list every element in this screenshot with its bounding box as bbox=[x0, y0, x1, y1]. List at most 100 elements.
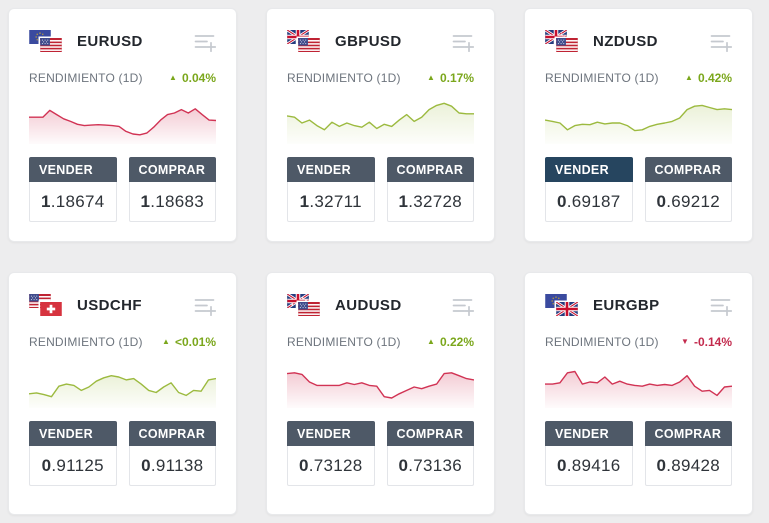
performance-row: RENDIMIENTO (1D) ▲ <0.01% bbox=[29, 335, 216, 349]
instrument-symbol: EURUSD bbox=[77, 32, 143, 50]
sell-price[interactable]: 1.18674 bbox=[29, 182, 117, 222]
trade-buttons: VENDER 0.89416 COMPRAR 0.89428 bbox=[545, 421, 732, 486]
add-to-watchlist-icon[interactable] bbox=[452, 295, 474, 316]
trade-buttons: VENDER 1.18674 COMPRAR 1.18683 bbox=[29, 157, 216, 222]
trade-buttons: VENDER 0.73128 COMPRAR 0.73136 bbox=[287, 421, 474, 486]
add-to-watchlist-icon[interactable] bbox=[194, 295, 216, 316]
instrument-card-eurusd[interactable]: EURUSD RENDIMIENTO (1D) ▲ 0.04% bbox=[8, 8, 237, 242]
performance-label: RENDIMIENTO (1D) bbox=[287, 335, 401, 349]
flag-us-icon bbox=[298, 301, 320, 316]
change-arrow-icon: ▲ bbox=[162, 336, 170, 346]
sparkline-chart bbox=[545, 92, 732, 144]
performance-label: RENDIMIENTO (1D) bbox=[545, 335, 659, 349]
sparkline-chart bbox=[29, 356, 216, 408]
instrument-card-gbpusd[interactable]: GBPUSD RENDIMIENTO (1D) ▲ 0.17% bbox=[266, 8, 495, 242]
daily-change: ▼ -0.14% bbox=[681, 335, 732, 349]
sell-button[interactable]: VENDER 0.89416 bbox=[545, 421, 633, 486]
buy-price[interactable]: 0.73136 bbox=[386, 446, 474, 486]
sell-button[interactable]: VENDER 0.73128 bbox=[287, 421, 375, 486]
change-value: <0.01% bbox=[174, 335, 216, 349]
performance-label: RENDIMIENTO (1D) bbox=[287, 71, 401, 85]
sell-button-label[interactable]: VENDER bbox=[287, 157, 375, 182]
instrument-card-nzdusd[interactable]: NZDUSD RENDIMIENTO (1D) ▲ 0.42% bbox=[524, 8, 753, 242]
sell-button-label[interactable]: VENDER bbox=[545, 157, 633, 182]
sell-price[interactable]: 0.91125 bbox=[29, 446, 117, 486]
change-value: 0.22% bbox=[439, 335, 474, 349]
buy-button[interactable]: COMPRAR 0.73136 bbox=[386, 421, 474, 486]
sell-price[interactable]: 0.73128 bbox=[287, 446, 375, 486]
buy-price[interactable]: 1.18683 bbox=[128, 182, 216, 222]
performance-label: RENDIMIENTO (1D) bbox=[29, 335, 143, 349]
buy-price[interactable]: 1.32728 bbox=[386, 182, 474, 222]
sell-button[interactable]: VENDER 1.18674 bbox=[29, 157, 117, 222]
flag-pair bbox=[545, 29, 579, 53]
buy-price[interactable]: 0.69212 bbox=[644, 182, 732, 222]
flag-pair bbox=[545, 293, 579, 317]
card-header: GBPUSD bbox=[287, 28, 474, 54]
instrument-card-usdchf[interactable]: USDCHF RENDIMIENTO (1D) ▲ <0.01% bbox=[8, 272, 237, 515]
performance-row: RENDIMIENTO (1D) ▲ 0.42% bbox=[545, 71, 732, 85]
buy-button-label[interactable]: COMPRAR bbox=[386, 157, 474, 182]
flag-us-icon bbox=[298, 37, 320, 52]
sell-button-label[interactable]: VENDER bbox=[29, 421, 117, 446]
instrument-card-eurgbp[interactable]: EURGBP RENDIMIENTO (1D) ▼ -0.14% bbox=[524, 272, 753, 515]
performance-row: RENDIMIENTO (1D) ▲ 0.04% bbox=[29, 71, 216, 85]
performance-label: RENDIMIENTO (1D) bbox=[545, 71, 659, 85]
buy-button[interactable]: COMPRAR 0.89428 bbox=[644, 421, 732, 486]
sparkline-chart bbox=[545, 356, 732, 408]
add-to-watchlist-icon[interactable] bbox=[710, 31, 732, 52]
card-header: EURGBP bbox=[545, 292, 732, 318]
add-to-watchlist-icon[interactable] bbox=[194, 31, 216, 52]
flag-gb-icon bbox=[556, 301, 578, 316]
change-arrow-icon: ▲ bbox=[427, 72, 435, 82]
sell-price[interactable]: 1.32711 bbox=[287, 182, 375, 222]
card-header: NZDUSD bbox=[545, 28, 732, 54]
performance-row: RENDIMIENTO (1D) ▲ 0.17% bbox=[287, 71, 474, 85]
buy-button[interactable]: COMPRAR 0.69212 bbox=[644, 157, 732, 222]
buy-button-label[interactable]: COMPRAR bbox=[128, 421, 216, 446]
flag-pair bbox=[29, 29, 63, 53]
card-header: EURUSD bbox=[29, 28, 216, 54]
buy-price[interactable]: 0.89428 bbox=[644, 446, 732, 486]
daily-change: ▲ 0.17% bbox=[427, 71, 474, 85]
sell-price[interactable]: 0.69187 bbox=[545, 182, 633, 222]
add-to-watchlist-icon[interactable] bbox=[452, 31, 474, 52]
buy-button[interactable]: COMPRAR 0.91138 bbox=[128, 421, 216, 486]
instrument-card-audusd[interactable]: AUDUSD RENDIMIENTO (1D) ▲ 0.22% bbox=[266, 272, 495, 515]
sell-button-label[interactable]: VENDER bbox=[545, 421, 633, 446]
change-value: 0.04% bbox=[181, 71, 216, 85]
sell-price[interactable]: 0.89416 bbox=[545, 446, 633, 486]
buy-button[interactable]: COMPRAR 1.18683 bbox=[128, 157, 216, 222]
buy-button-label[interactable]: COMPRAR bbox=[386, 421, 474, 446]
flag-us-icon bbox=[556, 37, 578, 52]
change-arrow-icon: ▼ bbox=[681, 336, 689, 346]
flag-pair bbox=[29, 293, 63, 317]
trade-buttons: VENDER 1.32711 COMPRAR 1.32728 bbox=[287, 157, 474, 222]
card-header: AUDUSD bbox=[287, 292, 474, 318]
performance-row: RENDIMIENTO (1D) ▼ -0.14% bbox=[545, 335, 732, 349]
flag-pair bbox=[287, 29, 321, 53]
instrument-symbol: AUDUSD bbox=[335, 296, 402, 314]
change-arrow-icon: ▲ bbox=[685, 72, 693, 82]
sell-button-label[interactable]: VENDER bbox=[29, 157, 117, 182]
performance-row: RENDIMIENTO (1D) ▲ 0.22% bbox=[287, 335, 474, 349]
buy-button-label[interactable]: COMPRAR bbox=[644, 421, 732, 446]
buy-button-label[interactable]: COMPRAR bbox=[128, 157, 216, 182]
flag-pair bbox=[287, 293, 321, 317]
change-arrow-icon: ▲ bbox=[427, 336, 435, 346]
buy-button[interactable]: COMPRAR 1.32728 bbox=[386, 157, 474, 222]
buy-price[interactable]: 0.91138 bbox=[128, 446, 216, 486]
sell-button[interactable]: VENDER 0.91125 bbox=[29, 421, 117, 486]
sparkline-chart bbox=[287, 356, 474, 408]
instrument-symbol: GBPUSD bbox=[335, 32, 402, 50]
change-value: 0.17% bbox=[439, 71, 474, 85]
sell-button-label[interactable]: VENDER bbox=[287, 421, 375, 446]
buy-button-label[interactable]: COMPRAR bbox=[644, 157, 732, 182]
add-to-watchlist-icon[interactable] bbox=[710, 295, 732, 316]
instrument-symbol: EURGBP bbox=[593, 296, 660, 314]
daily-change: ▲ 0.22% bbox=[427, 335, 474, 349]
trade-buttons: VENDER 0.69187 COMPRAR 0.69212 bbox=[545, 157, 732, 222]
sell-button[interactable]: VENDER 0.69187 bbox=[545, 157, 633, 222]
sell-button[interactable]: VENDER 1.32711 bbox=[287, 157, 375, 222]
change-arrow-icon: ▲ bbox=[169, 72, 177, 82]
